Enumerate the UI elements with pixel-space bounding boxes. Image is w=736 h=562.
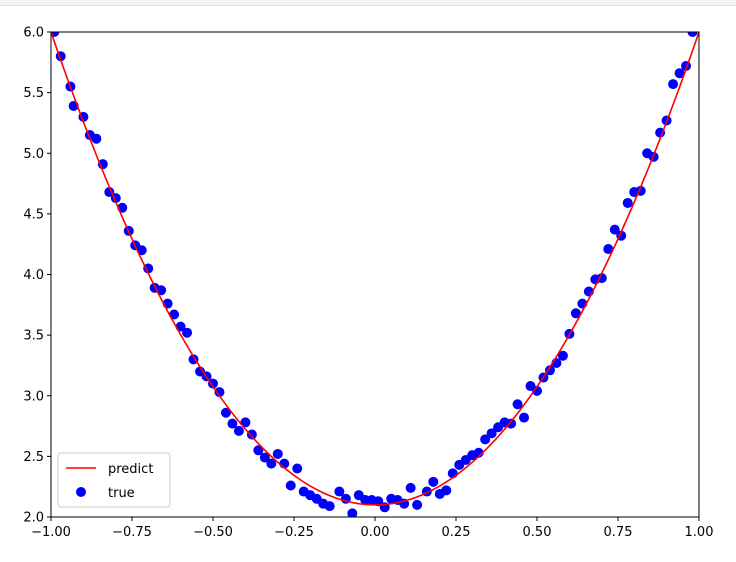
y-tick-label: 5.5	[23, 86, 44, 101]
y-tick-label: 2.0	[23, 511, 44, 526]
true-point	[253, 445, 264, 456]
x-tick-label: 0.00	[361, 525, 390, 540]
true-point	[486, 428, 497, 439]
legend-box	[57, 452, 171, 508]
legend-true-swatch	[76, 487, 86, 497]
true-point	[208, 378, 218, 389]
x-tick-label: −0.25	[274, 525, 314, 540]
true-point	[480, 434, 491, 445]
true-point	[687, 32, 698, 37]
true-point	[143, 263, 154, 274]
y-tick-label: 4.5	[23, 207, 44, 222]
x-tick-label: −1.00	[31, 525, 71, 540]
axes: −1.00 −0.75 −0.50 −0.25 0.00 0.25 0.50 0.75 1.00…	[23, 26, 713, 541]
plot-area	[51, 32, 699, 517]
true-point	[373, 496, 384, 507]
true-point	[512, 399, 523, 410]
predict-line	[51, 32, 699, 506]
toolbar-strip	[0, 0, 736, 6]
true-point	[609, 224, 620, 235]
true-series	[51, 32, 698, 517]
true-point	[240, 417, 251, 428]
true-point	[324, 501, 335, 512]
x-tick-label: 0.50	[523, 525, 552, 540]
true-point	[668, 79, 679, 90]
x-tick-label: 0.25	[442, 525, 471, 540]
true-point	[473, 447, 484, 458]
legend-true-label: true	[108, 486, 135, 501]
true-point	[544, 365, 555, 376]
true-point	[596, 273, 607, 284]
y-tick-label: 3.0	[23, 389, 44, 404]
true-point	[603, 244, 614, 255]
true-point	[405, 482, 416, 493]
true-point	[334, 486, 345, 497]
true-point	[233, 425, 244, 436]
y-tick-label: 5.0	[23, 147, 44, 162]
legend: predict true	[57, 452, 171, 508]
true-point	[347, 508, 358, 517]
x-tick-label: −0.50	[193, 525, 233, 540]
true-point	[246, 429, 257, 440]
true-point	[182, 327, 193, 338]
y-tick-label: 2.5	[23, 450, 44, 465]
y-tick-label: 6.0	[23, 26, 44, 41]
true-point	[532, 385, 542, 396]
x-tick-label: 1.00	[685, 525, 714, 540]
true-point	[441, 485, 452, 496]
true-point	[259, 452, 270, 463]
y-tick-label: 3.5	[23, 329, 44, 344]
true-point	[285, 480, 296, 491]
true-point	[506, 418, 517, 429]
true-point	[292, 463, 303, 474]
true-point	[227, 418, 238, 429]
true-point	[519, 412, 530, 423]
y-tick-label: 4.0	[23, 268, 44, 283]
true-point	[428, 476, 439, 487]
true-point	[557, 350, 568, 361]
true-point	[266, 458, 277, 469]
true-point	[272, 448, 283, 459]
true-point	[412, 499, 423, 510]
true-point	[622, 197, 633, 208]
true-point	[91, 133, 102, 144]
legend-predict-label: predict	[108, 462, 153, 477]
true-point	[220, 407, 231, 418]
true-point	[214, 387, 225, 398]
true-point	[570, 308, 581, 319]
x-tick-label: −0.75	[112, 525, 152, 540]
true-point	[674, 68, 685, 79]
x-tick-label: 0.75	[604, 525, 633, 540]
